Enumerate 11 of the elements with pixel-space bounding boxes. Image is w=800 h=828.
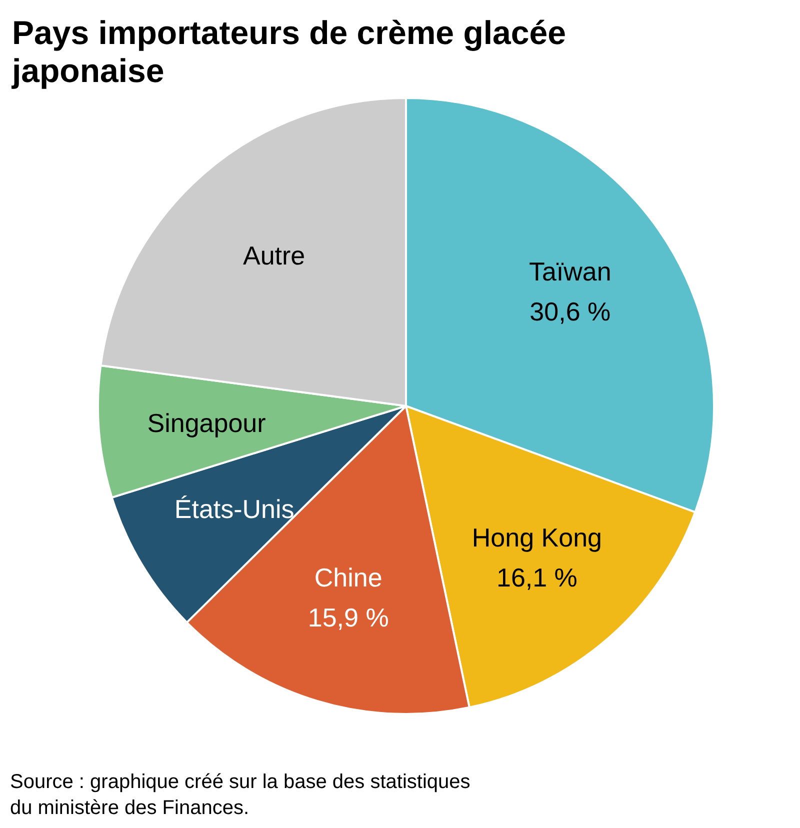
data-label: 15,9 % — [308, 602, 389, 633]
slice-label: Hong Kong — [472, 522, 602, 552]
slice-label: Autre — [243, 240, 306, 270]
chart-title: Pays importateurs de crème glacée japonaise — [11, 14, 566, 89]
slice-label: Singapour — [147, 408, 266, 438]
slice-label: États-Unis — [174, 494, 294, 524]
slice-label: Taïwan — [528, 256, 612, 286]
source-note: Source : graphique créé sur la base des statistiques du ministère des Finances. — [10, 771, 470, 819]
data-label: 30,6 % — [530, 296, 611, 326]
data-label: 16,1 % — [496, 562, 578, 592]
slice-label: Chine — [314, 562, 382, 593]
